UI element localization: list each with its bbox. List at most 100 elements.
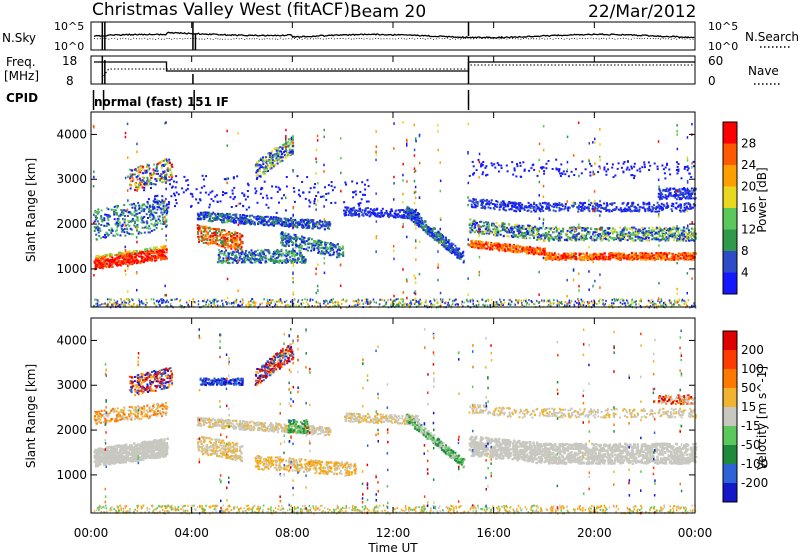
power-cell	[432, 232, 435, 235]
power-cell	[271, 224, 274, 226]
power-cell	[156, 170, 159, 172]
power-cell	[239, 218, 242, 221]
power-cell	[678, 298, 681, 301]
power-cell	[212, 227, 215, 230]
power-cell	[143, 231, 146, 234]
power-cell	[263, 216, 266, 219]
power-cell	[378, 303, 381, 306]
power-cell	[311, 305, 313, 307]
power-cell	[627, 302, 629, 305]
power-cell	[420, 224, 423, 226]
power-cell	[429, 231, 432, 234]
power-cell	[571, 256, 574, 258]
power-cell	[643, 252, 646, 255]
power-cell	[283, 244, 286, 247]
power-cell	[161, 255, 164, 258]
power-cell	[271, 154, 274, 157]
power-cell	[357, 300, 360, 303]
power-cell	[259, 170, 261, 172]
power-cell	[455, 253, 458, 256]
power-cell	[391, 209, 394, 212]
power-cell	[143, 302, 145, 305]
power-cell	[155, 211, 158, 214]
power-cell	[623, 299, 625, 302]
power-cell	[150, 259, 153, 262]
power-cell	[204, 211, 207, 214]
power-cell	[571, 253, 574, 256]
power-cell	[204, 213, 207, 216]
power-cell	[450, 304, 453, 307]
power-cell	[96, 212, 99, 215]
power-cell	[154, 222, 157, 225]
power-cell	[299, 302, 302, 305]
power-cell	[290, 138, 293, 141]
power-cell	[623, 254, 625, 257]
station-title: Christmas Valley West (fitACF)	[92, 0, 350, 20]
power-cell	[556, 256, 559, 258]
power-cell	[390, 208, 393, 211]
power-cell	[297, 299, 300, 302]
power-cell	[143, 221, 146, 224]
power-cell	[330, 254, 333, 257]
power-cell	[403, 211, 405, 214]
power-cell	[175, 181, 178, 184]
power-cell	[491, 248, 494, 251]
power-cell	[149, 179, 152, 182]
power-cell	[227, 236, 230, 239]
power-cell	[109, 253, 112, 256]
power-cell	[164, 258, 166, 261]
power-cell	[639, 300, 641, 303]
power-cell	[312, 244, 315, 247]
power-cell	[329, 246, 332, 248]
power-cell	[113, 213, 116, 216]
power-cell	[559, 254, 562, 257]
power-cell	[620, 252, 623, 255]
power-cell	[341, 302, 343, 305]
power-cell	[536, 252, 539, 255]
power-cell	[319, 240, 322, 242]
power-cell	[253, 304, 255, 307]
power-cell	[683, 299, 685, 302]
power-cell	[458, 251, 461, 254]
power-cell	[199, 212, 202, 215]
power-cell	[308, 199, 311, 202]
power-cell	[271, 159, 274, 161]
power-cell	[303, 259, 306, 262]
power-cell	[381, 298, 383, 301]
power-cell	[486, 304, 489, 307]
power-cell	[306, 176, 309, 179]
power-cell	[237, 217, 240, 220]
power-cell	[273, 155, 276, 158]
power-cell	[590, 258, 593, 261]
power-cell	[511, 247, 514, 249]
power-cell	[150, 187, 152, 189]
power-cell	[270, 162, 272, 165]
power-cell	[132, 178, 135, 181]
power-cell	[154, 255, 157, 258]
power-cell	[103, 260, 106, 262]
power-cell	[106, 217, 109, 220]
power-cell	[279, 217, 282, 220]
power-cell	[325, 222, 328, 225]
power-cell	[106, 207, 109, 210]
power-cell	[154, 169, 157, 172]
power-cell	[147, 231, 150, 234]
power-cell	[328, 224, 331, 227]
power-cell	[262, 166, 265, 169]
power-cell	[561, 302, 563, 305]
power-cell	[333, 186, 336, 189]
date-title: 22/Mar/2012	[588, 2, 696, 22]
power-cell	[358, 202, 361, 205]
power-cell	[208, 215, 211, 218]
power-cell	[550, 305, 552, 308]
power-cell	[121, 229, 124, 232]
power-cell	[609, 257, 611, 260]
power-cell	[166, 168, 169, 171]
power-cell	[306, 298, 309, 301]
power-cell	[407, 304, 410, 307]
power-cell	[230, 302, 233, 305]
power-cell	[301, 256, 304, 259]
power-cell	[205, 230, 208, 233]
power-cell	[352, 300, 354, 303]
power-cell	[454, 244, 457, 247]
